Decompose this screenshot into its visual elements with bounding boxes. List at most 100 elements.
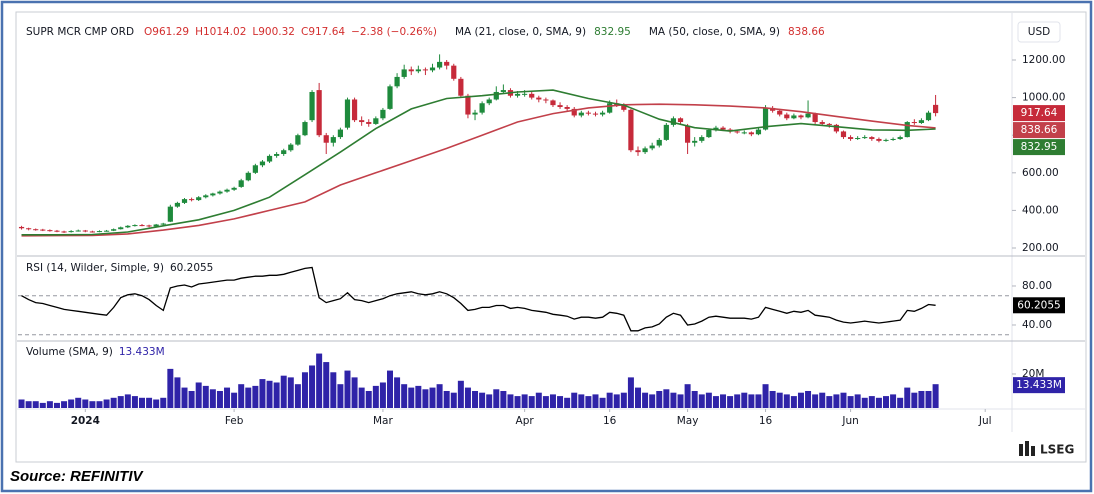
candle-body [677,118,684,123]
volume-bar [840,392,847,408]
volume-bar [663,389,670,408]
volume-bar [592,394,599,408]
candle-body [500,90,506,92]
volume-bar [557,396,564,408]
volume-bar [259,379,266,408]
volume-badge: 13.433M [1013,377,1065,394]
volume-bar [266,380,273,408]
volume-bar [720,394,727,408]
volume-bar [507,394,514,408]
candle-body [167,206,173,222]
candle-body [330,137,336,143]
close-label: C917.64 [301,26,345,38]
volume-bar [472,390,479,408]
candle-body [54,230,60,232]
volume-bar [174,377,181,408]
candle-body [529,93,535,98]
ma21-value: 832.95 [594,26,631,38]
low-label: L900.32 [252,26,295,38]
candle-body [585,112,591,114]
volume-bar [252,385,259,408]
volume-bar [401,384,408,408]
candle-body [514,93,521,96]
volume-bar [316,353,323,408]
currency-box[interactable] [1017,21,1061,43]
volume-bar [833,394,840,408]
candle-body [288,144,294,151]
candle-body [833,124,839,132]
candle-body [812,113,818,123]
candle-body [18,226,25,229]
volume-bar [642,392,649,408]
candle-body [75,230,81,232]
x-tick-label: Jul [978,415,992,427]
volume-bar [160,397,167,408]
badge-box [1013,297,1065,314]
candle-body [266,155,273,162]
candle-body [798,115,804,118]
candle-body [337,129,343,138]
rsi-line [21,266,936,332]
candle-body [238,180,244,187]
candle-body [706,129,712,138]
candle-body [111,229,117,231]
candle-body [918,120,925,123]
candle-body [571,108,577,116]
candle-body [557,105,563,108]
volume-bar [585,396,592,408]
volume-bar [868,396,875,408]
volume-bar [443,390,450,408]
volume-bar [627,377,634,408]
volume-bar [549,394,556,408]
volume-bar [521,394,528,408]
candle-body [791,115,797,119]
candle-body [536,97,542,100]
candle-body [883,139,889,141]
volume-bar [698,394,705,408]
candle-body [819,122,825,124]
candle-body [748,132,754,135]
volume-bar [301,372,308,408]
volume-bar [854,394,861,408]
volume-bar [656,390,663,408]
volume-bar [911,392,918,408]
candle-body [40,229,46,231]
volume-bar [578,394,585,408]
badge-text: 838.66 [1021,124,1058,136]
candle-body [564,107,570,109]
volume-bar [330,372,337,408]
y-tick-label: 600.00 [1022,167,1059,179]
candle-body [160,223,166,225]
volume-bar [599,397,606,408]
volume-bar [904,387,911,408]
candle-body [146,225,152,227]
ma21-name: MA (21, close, 0, SMA, 9) [455,26,586,38]
volume-bar [422,389,429,408]
candle-body [96,231,103,233]
volume-bar [776,392,783,408]
candle-body [656,139,662,146]
volume-bar [167,368,174,408]
volume-title: Volume (SMA, 9) [26,346,113,358]
volume-bar [875,397,882,408]
volume-bar [571,392,578,408]
volume-bar [216,390,223,408]
volume-bar [358,387,365,408]
y-tick-label: 40.00 [1022,319,1052,331]
logo: LSEG [1019,441,1074,457]
logo-text: LSEG [1040,443,1074,457]
volume-bar [379,382,386,408]
volume-bar [797,392,804,408]
candle-body [373,118,379,124]
volume-bar [224,387,231,408]
volume-bar [819,392,826,408]
candle-body [642,148,648,153]
volume-bar [46,401,53,408]
x-tick-label: Jun [841,415,858,427]
rsi-badge: 60.2055 [1013,297,1065,314]
moving-average-line [21,89,936,236]
candle-body [692,140,698,143]
candle-body [550,100,556,106]
volume-bar [146,397,153,408]
candle-body [323,135,329,143]
